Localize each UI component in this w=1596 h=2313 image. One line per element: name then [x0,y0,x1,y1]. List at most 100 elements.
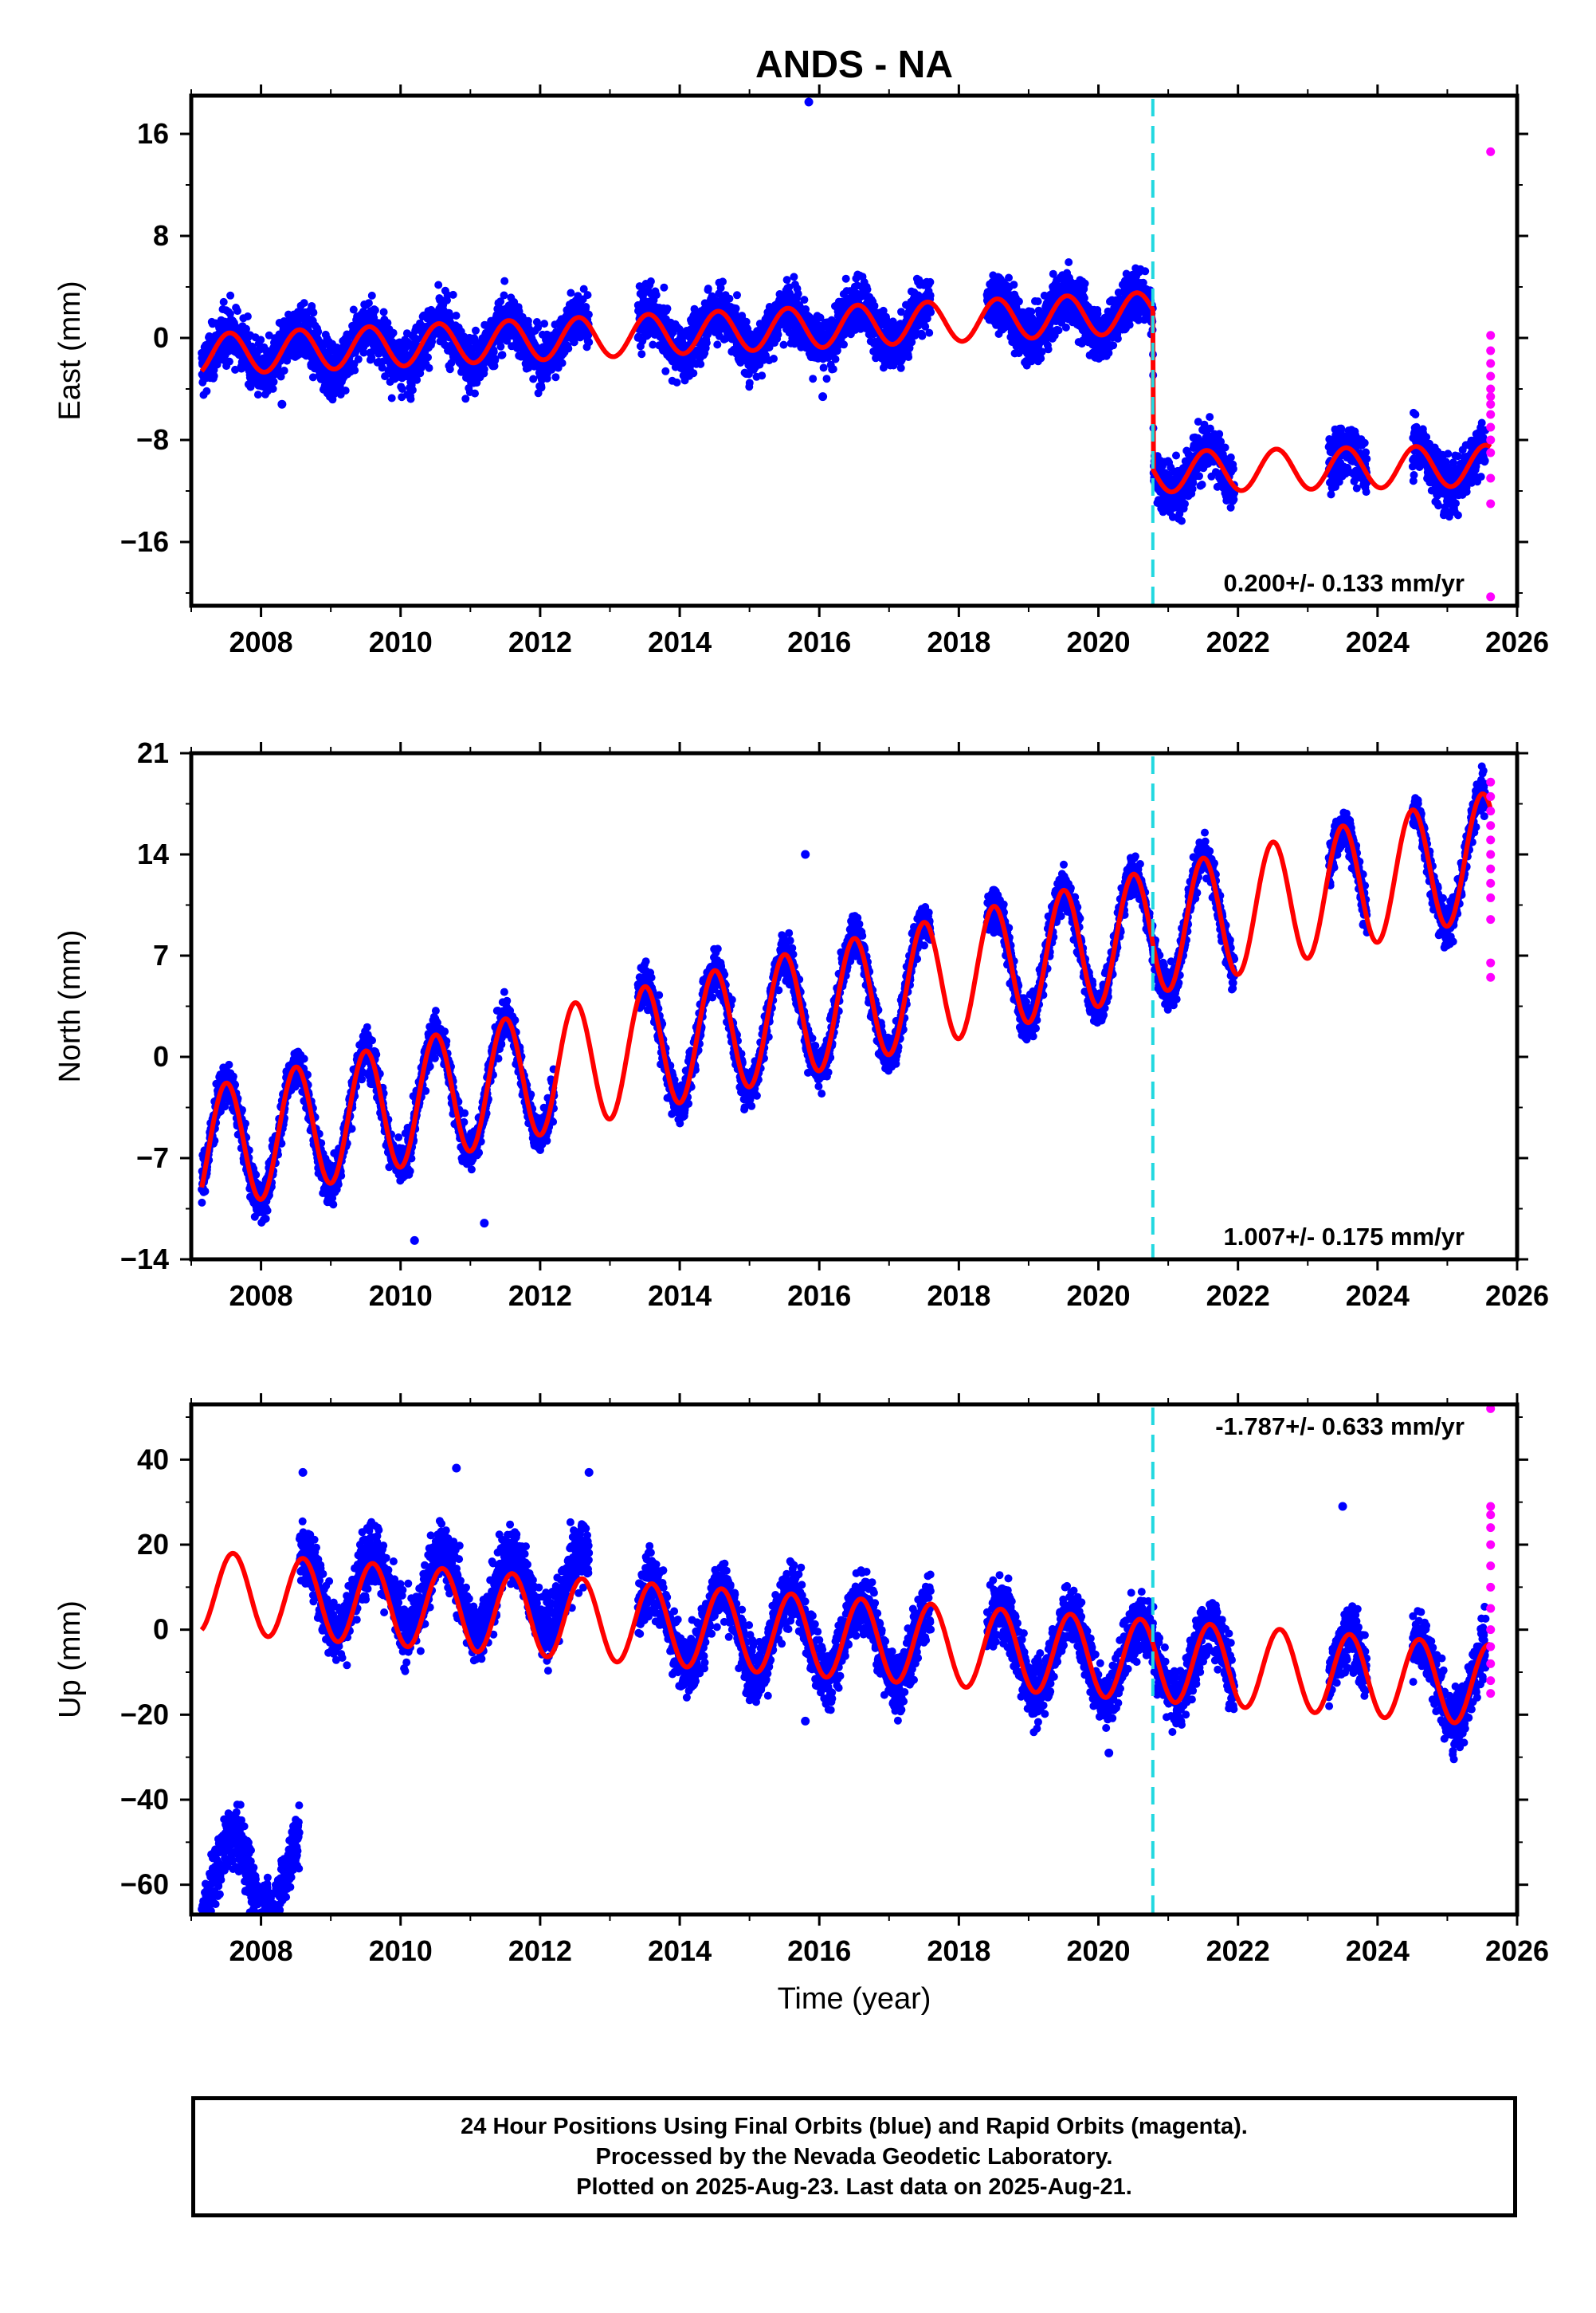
east-point [351,366,359,375]
east-point [564,344,573,353]
east-point [1054,326,1063,335]
east-point [524,316,532,325]
east-point [704,285,712,293]
east-point [349,305,358,314]
east-point [1195,472,1203,481]
east-point [1198,481,1206,489]
east-point [870,301,879,310]
east-point [1080,293,1088,302]
east-point [583,291,592,300]
east-point [582,303,590,311]
east-point [449,290,457,299]
east-point [1229,465,1237,473]
east-point [300,299,308,308]
east-point [567,289,575,297]
east-point [809,375,818,383]
east-point [257,336,265,344]
east-point [831,355,840,363]
east-point [1113,334,1122,343]
east-point [445,365,454,374]
east-point [387,394,396,403]
east-point [219,297,228,306]
east-point [489,348,498,356]
east-point [725,294,734,303]
east-ytick-label: 0 [153,321,169,354]
east-point [782,276,791,285]
east-xtick-label: 2018 [927,626,990,658]
east-point [646,277,655,285]
east-point [408,386,417,395]
east-point [925,328,934,337]
east-point [308,302,316,310]
east-point [406,395,415,403]
east-point [1005,273,1013,282]
east-point [280,367,288,375]
east-point [927,308,935,316]
east-point [689,369,698,378]
east-ytick-label: −8 [136,423,169,456]
east-point [1061,323,1070,332]
east-xtick-label: 2010 [369,626,433,658]
east-point [661,367,670,375]
east-point [308,373,317,382]
east-point [896,363,905,372]
east-point [663,304,672,313]
east-point [424,353,432,362]
east-point [354,355,363,363]
east-point [926,291,935,300]
east-point [367,353,376,362]
east-point [461,395,470,403]
east-xtick-label: 2008 [229,626,293,658]
chart-title: ANDS - NA [755,44,953,86]
east-point [283,356,292,365]
east-point [1181,500,1189,509]
east-point [1226,453,1235,461]
east-point [794,289,802,298]
east-xtick-label: 2016 [787,626,851,658]
east-final-orbits [198,97,1490,525]
east-point [1215,430,1224,438]
east-point [500,277,509,285]
east-point [242,324,250,333]
east-point [863,285,872,294]
east-point [398,385,406,393]
east-xtick-label: 2026 [1485,626,1549,658]
east-point [210,371,218,380]
east-point [243,312,252,320]
east-ytick-label: 16 [137,117,169,150]
east-point [779,340,788,349]
east-point [1125,320,1134,329]
east-point [584,310,593,319]
east-point [745,379,754,387]
east-point [472,326,480,335]
east-point [314,328,323,336]
east-xtick-label: 2022 [1206,626,1270,658]
east-point [800,296,809,304]
east-point [225,357,233,366]
east-point [719,277,727,286]
east-point [231,365,240,374]
east-point [359,348,368,357]
east-point [540,320,549,328]
east-point [904,353,913,361]
east-point [652,291,661,300]
east-point [840,340,848,349]
east-xtick-label: 2014 [648,626,712,658]
east-xtick-label: 2020 [1066,626,1130,658]
east-point [452,312,461,320]
east-point [496,342,505,351]
east-point [1014,297,1023,306]
east-point [434,281,443,289]
east-point [447,359,456,367]
east-point [364,299,373,308]
east-point [1189,478,1198,487]
east-point [537,383,546,392]
east-point [673,378,681,387]
east-point [733,291,741,300]
east-point [1141,267,1150,276]
east-point [1037,354,1045,363]
east-point [637,350,646,359]
east-point [413,375,422,384]
